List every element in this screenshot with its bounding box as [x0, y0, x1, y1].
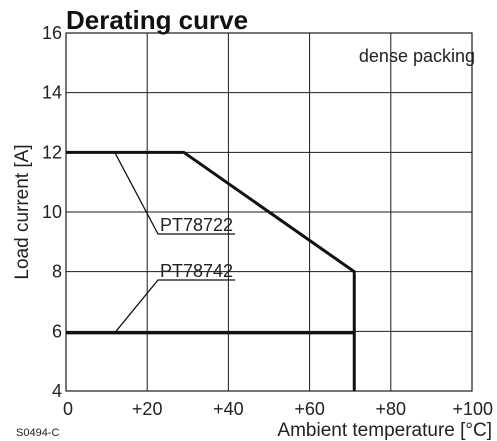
dense-packing-note: dense packing	[359, 46, 475, 66]
y-tick-label: 8	[52, 262, 62, 282]
y-tick-label: 16	[42, 23, 62, 43]
x-tick-label: +20	[132, 399, 163, 419]
chart-title: Derating curve	[66, 5, 248, 35]
figure-code: S0494-C	[16, 427, 59, 439]
y-axis-label: Load current [A]	[12, 144, 33, 279]
x-axis-label: Ambient temperature [°C]	[277, 420, 492, 441]
x-ticks: 0 +20 +40 +60 +80 +100	[63, 399, 493, 419]
x-tick-label: 0	[63, 399, 73, 419]
y-tick-label: 12	[42, 142, 62, 162]
y-tick-label: 6	[52, 321, 62, 341]
series-label-PT78722: PT78722	[160, 215, 233, 235]
series-label-PT78742: PT78742	[160, 261, 233, 281]
y-tick-label: 10	[42, 202, 62, 222]
x-tick-label: +100	[452, 399, 493, 419]
plot-frame	[65, 32, 473, 392]
leader-line-PT78742	[114, 279, 236, 334]
x-tick-label: +40	[213, 399, 244, 419]
leader-line-PT78722	[114, 152, 236, 235]
y-ticks: 4 6 8 10 12 14 16	[42, 23, 62, 401]
series-layer: PT78722 PT78742	[66, 150, 356, 391]
x-tick-label: +60	[294, 399, 325, 419]
y-tick-label: 4	[52, 381, 62, 401]
y-tick-label: 14	[42, 83, 62, 103]
x-tick-label: +80	[376, 399, 407, 419]
